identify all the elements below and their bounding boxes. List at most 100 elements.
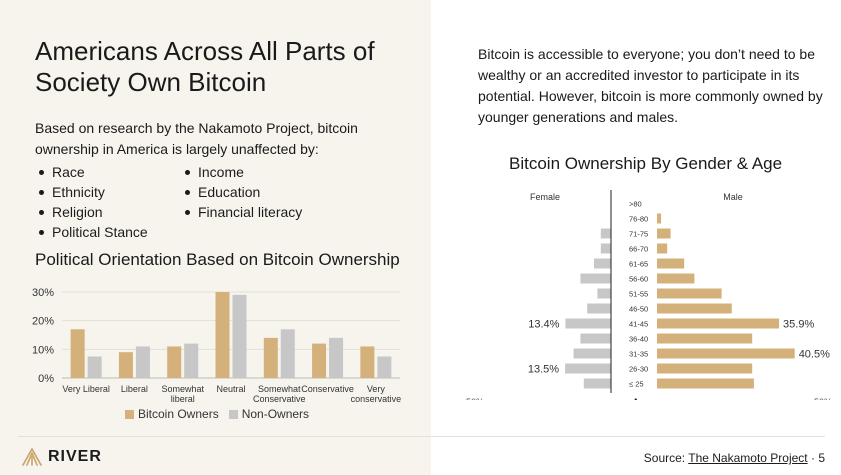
legend-swatch-non-owners xyxy=(228,409,238,419)
bar-non-owners xyxy=(329,337,344,378)
political-chart-title: Political Orientation Based on Bitcoin O… xyxy=(35,250,400,269)
source-citation: Source: The Nakamoto Project · 5 xyxy=(644,451,825,465)
bar-bitcoin-owners xyxy=(215,292,230,378)
x-axis-left-label: 50% xyxy=(466,397,484,400)
x-tick-label: Very conservative xyxy=(351,384,402,404)
x-tick-label: Somewhat Conservative xyxy=(253,384,306,404)
bullet-list-col2: Income Education Financial literacy xyxy=(184,162,302,222)
river-logo-icon xyxy=(22,448,42,466)
x-tick-label: Neutral xyxy=(216,384,245,394)
data-label-female: 13.4% xyxy=(528,319,559,331)
bar-female xyxy=(565,318,611,329)
bar-male xyxy=(657,303,732,314)
bar-male xyxy=(657,213,662,224)
source-link[interactable]: The Nakamoto Project xyxy=(688,451,808,465)
bullet-item: Ethnicity xyxy=(38,182,148,202)
gender-chart-title: Bitcoin Ownership By Gender & Age xyxy=(509,154,783,173)
age-tick-label: 56-60 xyxy=(629,275,648,284)
legend-item-owners: Bitcoin Owners xyxy=(125,407,219,421)
age-tick-label: 66-70 xyxy=(629,245,648,254)
x-tick-label: Conservative xyxy=(301,384,354,394)
y-tick-label: 20% xyxy=(32,316,54,328)
age-tick-label: 31-35 xyxy=(629,350,648,359)
river-logo: RIVER xyxy=(22,448,102,466)
bar-male xyxy=(657,333,753,344)
bullet-item: Education xyxy=(184,182,302,202)
bar-female xyxy=(594,258,611,269)
bar-bitcoin-owners xyxy=(70,329,85,378)
bar-female xyxy=(597,288,611,299)
data-label-male: 40.5% xyxy=(799,349,830,361)
bar-non-owners xyxy=(87,356,102,378)
bar-non-owners xyxy=(280,329,295,378)
x-axis-right-label: 50% xyxy=(814,397,832,400)
bullet-item: Religion xyxy=(38,202,148,222)
legend-swatch-owners xyxy=(125,409,134,419)
bar-female xyxy=(573,348,611,359)
bar-non-owners xyxy=(377,356,392,378)
bar-bitcoin-owners xyxy=(118,352,133,378)
age-tick-label: 71-75 xyxy=(629,230,648,239)
bullet-item: Financial literacy xyxy=(184,202,302,222)
right-panel xyxy=(431,0,841,475)
y-tick-label: 0% xyxy=(38,373,54,385)
bullet-item: Political Stance xyxy=(38,222,148,242)
x-tick-label: Somewhat liberal xyxy=(161,384,204,404)
data-label-female: 13.5% xyxy=(528,364,559,376)
bar-female xyxy=(600,228,611,239)
bar-male xyxy=(657,363,753,374)
legend-label-non-owners: Non-Owners xyxy=(241,407,310,421)
river-logo-text: RIVER xyxy=(48,448,102,465)
page-number: · 5 xyxy=(810,451,825,465)
bar-female xyxy=(600,243,611,254)
bar-male xyxy=(657,288,722,299)
bar-female xyxy=(580,273,611,284)
bar-male xyxy=(657,378,754,389)
bar-non-owners xyxy=(232,294,247,378)
x-tick-label: Very Liberal xyxy=(62,384,110,394)
bar-bitcoin-owners xyxy=(360,346,375,378)
bar-male xyxy=(657,258,685,269)
bullet-item: Income xyxy=(184,162,302,182)
source-label: Source: xyxy=(643,451,686,465)
age-tick-label: 41-45 xyxy=(629,320,648,329)
political-chart-legend: Bitcoin Owners Non-Owners xyxy=(125,407,309,421)
bar-female xyxy=(565,363,611,374)
bullet-item: Race xyxy=(38,162,148,182)
legend-label-owners: Bitcoin Owners xyxy=(138,407,219,421)
bar-male xyxy=(657,348,795,359)
political-orientation-chart: 0% 10% 20% 30% Very Liberal Liberal Somewhat li… xyxy=(32,287,402,404)
bar-non-owners xyxy=(135,346,150,378)
age-tick-label: 76-80 xyxy=(629,215,648,224)
right-paragraph: Bitcoin is accessible to everyone; you d… xyxy=(478,46,823,125)
slide-title: Americans Across All Parts of Society Ow… xyxy=(35,36,375,97)
intro-text: Based on research by the Nakamoto Projec… xyxy=(35,120,358,157)
age-tick-label: 61-65 xyxy=(629,260,648,269)
bar-male xyxy=(657,318,780,329)
y-tick-label: 30% xyxy=(32,287,54,299)
age-tick-label: 26-30 xyxy=(629,365,648,374)
y-tick-label: 10% xyxy=(32,344,54,356)
bar-bitcoin-owners xyxy=(263,337,278,378)
bar-non-owners xyxy=(184,343,199,378)
data-label-male: 35.9% xyxy=(783,319,814,331)
bar-female xyxy=(580,333,611,344)
bar-bitcoin-owners xyxy=(167,346,182,378)
bar-male xyxy=(657,273,695,284)
female-label: Female xyxy=(530,192,560,202)
legend-item-non-owners: Non-Owners xyxy=(228,407,310,421)
bar-bitcoin-owners xyxy=(312,343,327,378)
bullet-list-col1: Race Ethnicity Religion Political Stance xyxy=(38,162,148,242)
bar-female xyxy=(587,303,611,314)
male-label: Male xyxy=(723,192,743,202)
age-tick-label: 36-40 xyxy=(629,335,648,344)
age-axis-label: Age xyxy=(632,397,649,400)
age-tick-label: ≤ 25 xyxy=(629,380,644,389)
bar-female xyxy=(583,378,611,389)
age-tick-label: >80 xyxy=(629,200,642,209)
bar-male xyxy=(657,243,668,254)
bar-male xyxy=(657,228,671,239)
age-tick-label: 51-55 xyxy=(629,290,648,299)
footer-divider xyxy=(18,436,825,437)
left-panel xyxy=(0,0,431,475)
